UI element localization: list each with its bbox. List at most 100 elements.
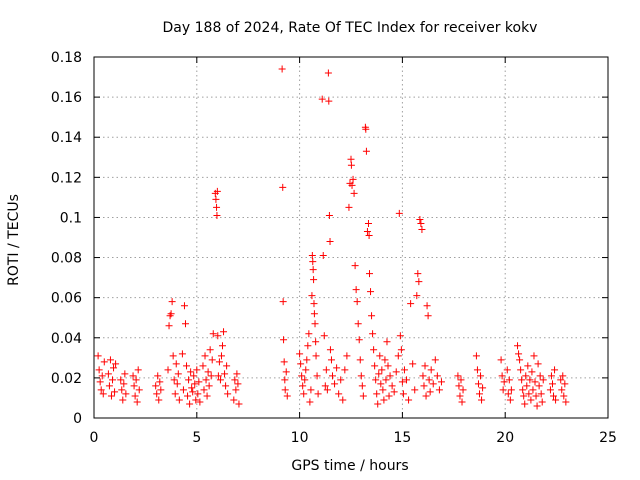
data-point xyxy=(279,183,287,191)
data-point xyxy=(311,320,319,328)
data-point xyxy=(172,360,180,368)
data-point xyxy=(107,392,115,400)
data-point xyxy=(278,65,286,73)
data-point xyxy=(558,386,566,394)
data-point xyxy=(281,386,289,394)
data-point xyxy=(526,376,534,384)
data-point xyxy=(427,366,435,374)
data-point xyxy=(282,368,290,376)
data-point xyxy=(205,382,213,390)
data-point xyxy=(100,358,108,366)
data-point xyxy=(195,378,203,386)
data-point xyxy=(297,360,305,368)
y-tick-label: 0.02 xyxy=(51,371,82,387)
data-point xyxy=(299,382,307,390)
data-point xyxy=(300,390,308,398)
data-point xyxy=(213,187,221,195)
data-point xyxy=(426,388,434,396)
data-point xyxy=(529,386,537,394)
y-axis-title: ROTI / TECUs xyxy=(6,194,22,286)
data-point xyxy=(206,346,214,354)
data-point xyxy=(364,219,372,227)
data-point xyxy=(327,356,335,364)
data-point xyxy=(308,252,316,260)
data-point xyxy=(365,231,373,239)
data-point xyxy=(409,360,417,368)
data-point xyxy=(94,352,102,360)
data-point xyxy=(331,380,339,388)
x-tick-label: 5 xyxy=(192,430,201,446)
data-point xyxy=(539,376,547,384)
y-tick-label: 0.06 xyxy=(51,291,82,307)
data-point xyxy=(110,364,118,372)
data-point xyxy=(548,380,556,388)
data-point xyxy=(557,376,565,384)
data-point xyxy=(199,362,207,370)
data-point xyxy=(165,322,173,330)
data-point xyxy=(415,278,423,286)
data-point xyxy=(399,390,407,398)
data-point xyxy=(200,386,208,394)
data-point xyxy=(536,372,544,380)
data-point xyxy=(392,368,400,376)
data-point xyxy=(383,338,391,346)
data-point xyxy=(522,372,530,380)
data-point xyxy=(235,400,243,408)
data-point xyxy=(535,382,543,390)
data-point xyxy=(497,356,505,364)
x-tick-label: 10 xyxy=(291,430,309,446)
data-point xyxy=(314,390,322,398)
data-point xyxy=(152,382,160,390)
data-point xyxy=(213,203,221,211)
data-point xyxy=(120,380,128,388)
data-point xyxy=(532,392,540,400)
data-point xyxy=(98,372,106,380)
data-point xyxy=(164,366,172,374)
data-point xyxy=(561,380,569,388)
data-point xyxy=(185,376,193,384)
data-point xyxy=(506,396,514,404)
data-point xyxy=(326,238,334,246)
data-point xyxy=(216,376,224,384)
data-point xyxy=(418,225,426,233)
data-point xyxy=(325,211,333,219)
data-point xyxy=(318,95,326,103)
data-point xyxy=(97,386,105,394)
data-point xyxy=(385,392,393,400)
data-point xyxy=(207,372,215,380)
data-point xyxy=(437,378,445,386)
data-point xyxy=(188,384,196,392)
data-point xyxy=(547,372,555,380)
data-point xyxy=(538,398,546,406)
data-point xyxy=(307,386,315,394)
data-point xyxy=(498,372,506,380)
data-point xyxy=(280,336,288,344)
data-point xyxy=(186,400,194,408)
data-point xyxy=(362,147,370,155)
data-point xyxy=(296,350,304,358)
x-axis-title: GPS time / hours xyxy=(291,458,408,474)
data-point xyxy=(552,396,560,404)
data-point xyxy=(363,227,371,235)
data-point xyxy=(208,356,216,364)
data-point xyxy=(499,386,507,394)
data-point xyxy=(370,346,378,354)
data-point xyxy=(104,370,112,378)
data-point xyxy=(435,386,443,394)
data-point xyxy=(339,396,347,404)
data-point xyxy=(352,286,360,294)
data-point xyxy=(527,396,535,404)
y-tick-label: 0.1 xyxy=(60,210,82,226)
data-point xyxy=(474,380,482,388)
data-point xyxy=(130,382,138,390)
data-point xyxy=(309,258,317,266)
data-point xyxy=(231,376,239,384)
data-point xyxy=(358,382,366,390)
data-point xyxy=(224,390,232,398)
data-point xyxy=(220,328,228,336)
data-point xyxy=(375,370,383,378)
data-point xyxy=(106,356,114,364)
y-tick-label: 0.14 xyxy=(51,130,82,146)
